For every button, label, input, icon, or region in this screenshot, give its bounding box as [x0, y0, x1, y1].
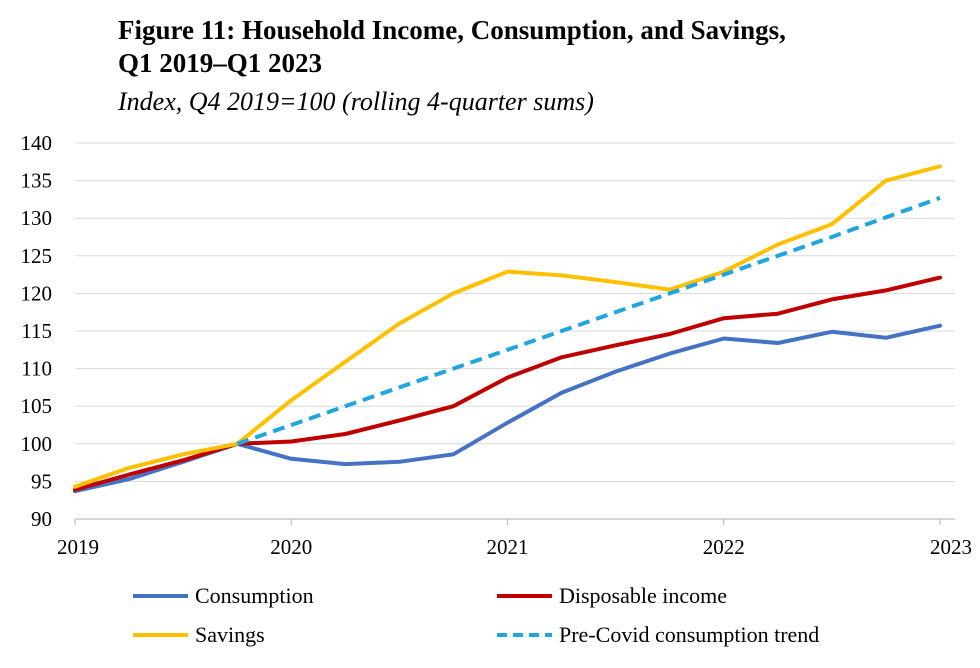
legend: Consumption Disposable income Savings Pre-C…: [133, 583, 819, 647]
y-tick-label-130: 130: [21, 206, 53, 230]
chart-title: Figure 11: Household Income, Consumption…: [118, 14, 958, 80]
chart-title-line2: Q1 2019–Q1 2023: [118, 48, 323, 78]
y-tick-label-115: 115: [21, 319, 52, 343]
legend-label-savings: Savings: [195, 622, 265, 647]
x-tick-label-2023: 2023: [930, 535, 972, 559]
y-tick-label-95: 95: [31, 469, 52, 493]
y-axis-ticks: 90 95 100 105 110 115 120 125 130 135 140: [21, 131, 53, 531]
legend-label-consumption: Consumption: [195, 583, 314, 608]
x-axis-ticks: 2019 2020 2021 2022 2023: [57, 519, 972, 559]
y-tick-label-140: 140: [21, 131, 53, 155]
gridlines: [75, 142, 955, 482]
series-line-pre-covid-consumption-trend: [236, 196, 941, 446]
y-tick-label-100: 100: [21, 432, 53, 456]
x-tick-label-2021: 2021: [487, 535, 529, 559]
series-line-savings: [73, 164, 942, 489]
x-tick-label-2022: 2022: [703, 535, 745, 559]
y-tick-label-125: 125: [21, 244, 53, 268]
legend-label-disposable-income: Disposable income: [559, 583, 727, 608]
x-tick-label-2019: 2019: [57, 535, 99, 559]
y-tick-label-105: 105: [21, 394, 53, 418]
y-tick-label-120: 120: [21, 281, 53, 305]
legend-label-pre-covid-consumption-trend: Pre-Covid consumption trend: [559, 622, 819, 647]
series-lines: [73, 164, 942, 494]
chart-subtitle: Index, Q4 2019=100 (rolling 4-quarter su…: [118, 87, 594, 116]
y-tick-label-135: 135: [21, 169, 53, 193]
chart-title-line1: Figure 11: Household Income, Consumption…: [118, 15, 786, 45]
y-tick-label-90: 90: [31, 507, 52, 531]
y-tick-label-110: 110: [21, 357, 52, 381]
series-line-disposable-income: [73, 275, 942, 492]
x-tick-label-2020: 2020: [270, 535, 312, 559]
